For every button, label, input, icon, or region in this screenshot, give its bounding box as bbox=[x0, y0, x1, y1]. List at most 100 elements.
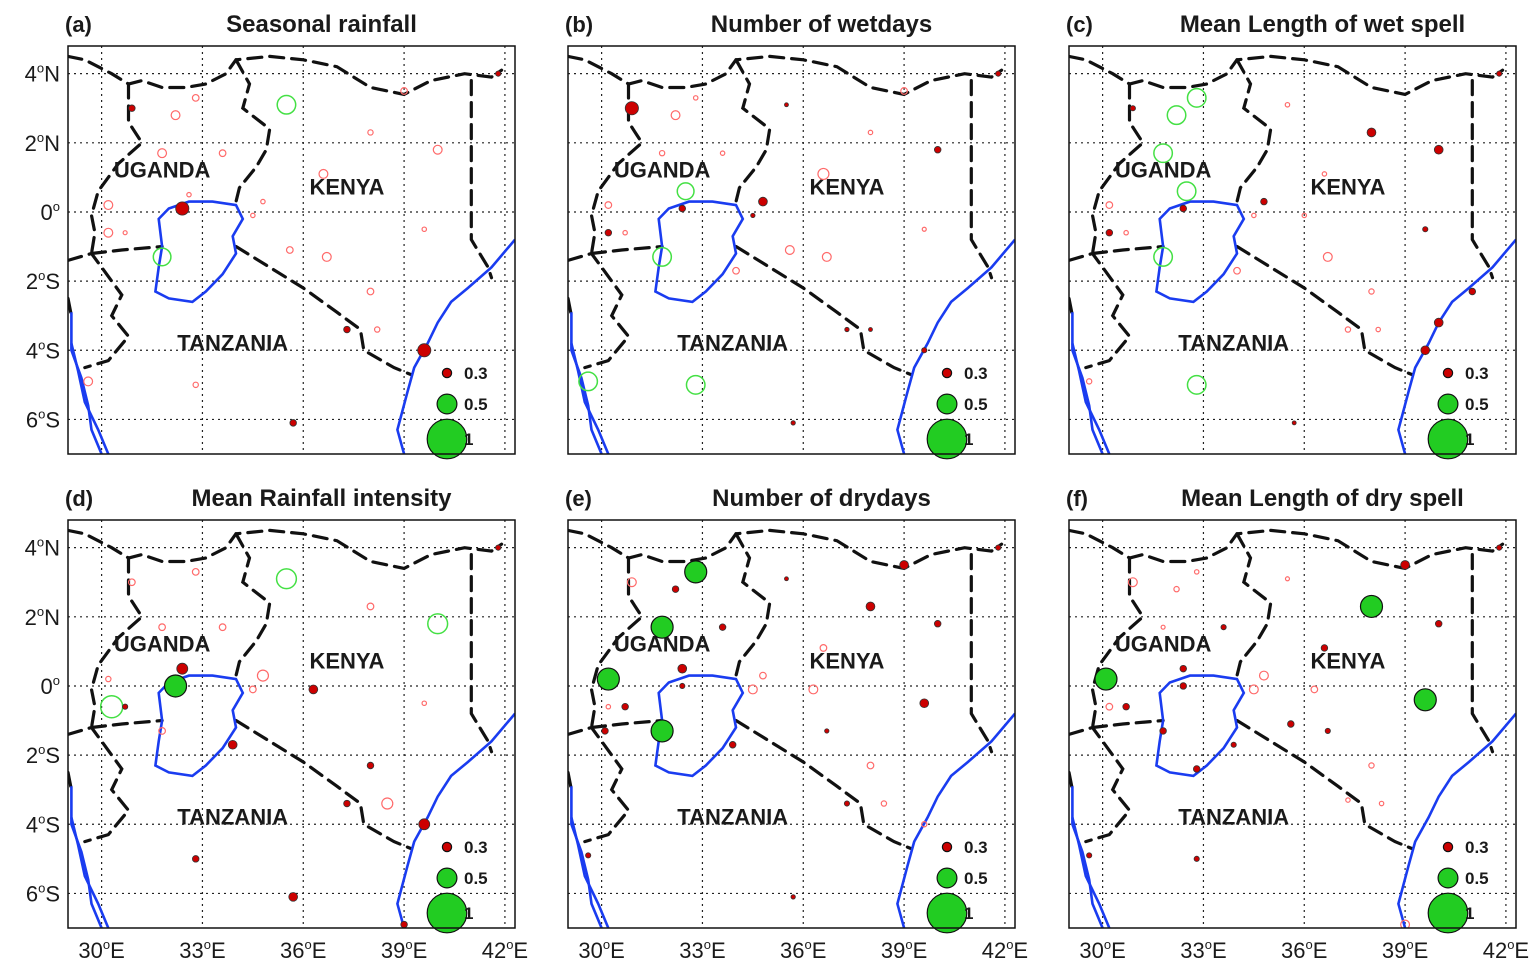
station-marker bbox=[1433, 144, 1444, 155]
lake-tanganyika-outline bbox=[70, 343, 110, 454]
station-marker bbox=[288, 892, 298, 902]
legend-label: 0.3 bbox=[964, 364, 988, 383]
country-border bbox=[589, 556, 644, 730]
longitude-tick-label: 36oE bbox=[780, 937, 826, 963]
coastline bbox=[896, 712, 1015, 928]
station-marker bbox=[1127, 577, 1138, 588]
country-label-uganda: UGANDA bbox=[1115, 631, 1212, 656]
station-marker bbox=[1320, 644, 1329, 652]
latitude-tick-label: 4oN bbox=[25, 61, 60, 87]
station-marker bbox=[1496, 70, 1503, 77]
legend-label: 0.3 bbox=[464, 364, 488, 383]
country-label-kenya: KENYA bbox=[1310, 649, 1385, 674]
station-marker bbox=[685, 374, 706, 395]
station-marker bbox=[218, 623, 227, 632]
legend-label: 1 bbox=[964, 904, 973, 923]
station-marker bbox=[343, 799, 351, 808]
station-marker bbox=[1085, 378, 1093, 385]
station-marker bbox=[1291, 420, 1297, 426]
station-marker bbox=[152, 247, 172, 267]
station-marker bbox=[218, 149, 227, 158]
country-border bbox=[1069, 54, 1505, 97]
station-marker bbox=[381, 797, 394, 810]
country-label-tanzania: TANZANIA bbox=[677, 330, 788, 355]
station-marker bbox=[1173, 585, 1180, 593]
lake-tanganyika-outline bbox=[1071, 817, 1111, 928]
station-marker bbox=[921, 821, 928, 828]
panel-frame bbox=[1068, 45, 1517, 455]
country-border bbox=[568, 528, 1004, 571]
station-marker bbox=[495, 70, 502, 77]
legend-marker bbox=[1427, 892, 1469, 934]
country-border bbox=[1090, 244, 1165, 256]
longitude-tick-label: 33oE bbox=[179, 937, 225, 963]
station-marker bbox=[919, 698, 930, 709]
station-marker bbox=[671, 585, 680, 593]
country-border bbox=[234, 532, 272, 678]
latitude-tick-label: 0o bbox=[41, 199, 60, 225]
legend-label: 1 bbox=[1465, 904, 1474, 923]
lake-tanganyika-outline bbox=[1071, 343, 1111, 454]
country-label-tanzania: TANZANIA bbox=[177, 330, 288, 355]
legend-marker bbox=[926, 892, 968, 934]
country-border bbox=[1090, 718, 1165, 730]
country-border bbox=[68, 54, 504, 97]
legend-marker bbox=[1442, 367, 1454, 379]
map-panel: (d) Mean Rainfall intensity UGANDA KENYA TAN… bbox=[25, 485, 528, 963]
station-marker bbox=[1310, 685, 1319, 694]
station-marker bbox=[400, 920, 408, 928]
station-marker bbox=[650, 719, 674, 743]
country-border bbox=[568, 725, 631, 844]
station-marker bbox=[1105, 702, 1114, 711]
panel-frame bbox=[567, 519, 1016, 929]
station-marker bbox=[192, 855, 200, 863]
map-panel: (e) Number of drydaysUGANDAKENYATANZANIA0… bbox=[565, 485, 1028, 963]
station-marker bbox=[421, 700, 428, 707]
station-marker bbox=[366, 761, 375, 770]
station-marker bbox=[1420, 345, 1431, 356]
legend-marker bbox=[1442, 841, 1454, 853]
longitude-tick-label: 42oE bbox=[482, 937, 528, 963]
latitude-tick-label: 2oN bbox=[25, 604, 60, 630]
latitude-tick-label: 2oN bbox=[25, 130, 60, 156]
legend-label: 0.3 bbox=[1465, 838, 1489, 857]
longitude-tick-label: 39oE bbox=[381, 937, 427, 963]
latitude-tick-label: 2oS bbox=[26, 742, 60, 768]
station-marker bbox=[285, 246, 294, 254]
station-marker bbox=[276, 94, 297, 115]
country-border bbox=[589, 244, 664, 256]
legend-label: 0.5 bbox=[464, 869, 488, 888]
station-marker bbox=[170, 110, 181, 121]
country-border bbox=[1069, 725, 1132, 844]
lake-victoria-outline bbox=[653, 674, 745, 778]
station-marker bbox=[678, 204, 686, 213]
country-border bbox=[734, 58, 772, 204]
country-border bbox=[469, 78, 494, 280]
station-marker bbox=[679, 682, 686, 690]
country-border bbox=[1069, 528, 1505, 571]
country-border bbox=[1235, 532, 1273, 678]
lake-tanganyika-outline bbox=[70, 312, 103, 454]
country-label-uganda: UGANDA bbox=[1115, 157, 1212, 182]
country-border bbox=[734, 532, 772, 678]
station-marker bbox=[367, 129, 374, 136]
map-panel: (a) Seasonal rainfall UGANDA KENYA TANZANIA 0… bbox=[25, 11, 516, 460]
country-label-tanzania: TANZANIA bbox=[177, 804, 288, 829]
legend-marker bbox=[1437, 867, 1459, 889]
station-marker bbox=[1230, 741, 1237, 748]
station-marker bbox=[880, 800, 888, 807]
longitude-tick-label: 33oE bbox=[1180, 937, 1226, 963]
legend-marker bbox=[441, 841, 453, 853]
station-marker bbox=[790, 894, 796, 900]
panel-title: Mean Length of dry spell bbox=[1181, 485, 1464, 512]
panel-label: (e) bbox=[565, 486, 592, 511]
country-border bbox=[1470, 78, 1495, 280]
station-marker bbox=[260, 198, 266, 205]
station-marker bbox=[921, 347, 928, 354]
country-border bbox=[734, 718, 913, 851]
station-marker bbox=[1160, 624, 1166, 630]
latitude-tick-label: 0o bbox=[41, 673, 60, 699]
country-border bbox=[969, 552, 994, 754]
station-marker bbox=[318, 168, 329, 179]
station-marker bbox=[1345, 797, 1351, 803]
